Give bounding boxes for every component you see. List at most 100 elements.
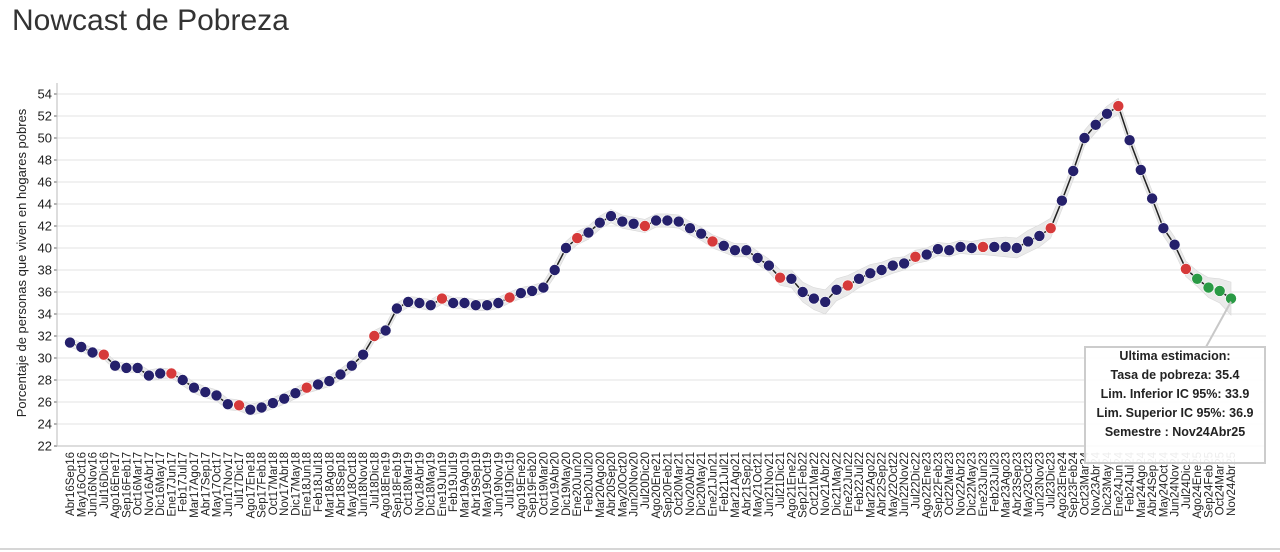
x-tick-label: Sep22Feb23	[933, 452, 945, 518]
data-point-Nov23Abr24	[1089, 119, 1102, 131]
x-tick-label: Feb20Jul20	[584, 452, 596, 512]
data-point-Oct21Mar22	[808, 292, 820, 305]
x-tick-label: Abr24Sep24	[1147, 451, 1159, 516]
data-point-Ago23Ene24	[1056, 194, 1068, 207]
data-point-Ene18Jun18	[300, 381, 313, 394]
x-tick-label: Jul19Dic19	[505, 452, 517, 509]
data-point-Jul21Dic21	[774, 271, 786, 284]
data-point-Abr19Sep19	[469, 299, 482, 312]
data-point-Jul19Dic19	[503, 291, 516, 304]
y-tick-label: 46	[38, 175, 52, 190]
x-tick-label: Ene22Jun22	[843, 452, 855, 517]
y-tick-label: 42	[38, 219, 52, 234]
data-point-Dic21May22	[830, 283, 843, 296]
data-point-Mar19Ago19	[458, 297, 471, 309]
x-tick-label: Oct20Mar21	[674, 452, 686, 515]
x-tick-label: Mar21Ago21	[730, 452, 742, 518]
data-point-Feb19Jul19	[447, 297, 460, 309]
x-tick-label: Nov19Abr20	[550, 452, 562, 516]
data-point-Sep18Feb19	[391, 302, 403, 315]
data-point-Jun19Nov19	[492, 297, 505, 309]
page-title: Nowcast de Pobreza	[12, 4, 289, 37]
data-point-Ago16Ene17	[109, 359, 121, 372]
x-tick-label: Sep19Feb20	[527, 452, 539, 518]
x-tick-label: Abr22Sep22	[877, 452, 889, 516]
x-tick-label: May19Oct19	[482, 452, 494, 517]
x-tick-label: Jun19Nov19	[493, 452, 505, 517]
data-point-Mar20Ago20	[593, 216, 606, 229]
data-point-Feb17Jul17	[176, 374, 189, 386]
y-tick-label: 24	[38, 417, 52, 432]
x-tick-label: Sep23Feb24	[1068, 451, 1080, 517]
x-tick-label: Nov16Abr17	[144, 452, 156, 516]
x-tick-label: Ene24Jun24	[1113, 451, 1125, 516]
data-point-Nov21Abr22	[819, 296, 832, 308]
y-tick-label: 54	[38, 87, 52, 102]
tooltip-row: Lim. Superior IC 95%: 36.9	[1097, 406, 1254, 420]
data-point-Mar24Ago24	[1135, 164, 1147, 176]
x-tick-label: Ago17Ene18	[245, 452, 257, 519]
data-point-Jun22Nov22	[898, 257, 910, 270]
data-point-Ene24Jun24	[1112, 100, 1125, 112]
data-point-Abr18Sep18	[334, 368, 347, 381]
x-tick-label: Feb21Jul21	[719, 452, 731, 512]
data-point-Abr16Sep16	[64, 336, 76, 349]
data-point-Ago20Ene21	[650, 214, 662, 227]
x-tick-label: Sep17Feb18	[257, 452, 269, 518]
y-tick-label: 48	[38, 153, 52, 168]
x-tick-label: Oct23Mar24	[1080, 451, 1092, 515]
y-tick-label: 32	[38, 329, 52, 344]
x-tick-label: Feb19Jul19	[448, 452, 460, 512]
data-point-Ene22Jun22	[841, 279, 854, 292]
x-tick-label: Nov23Abr24	[1091, 451, 1103, 516]
data-point-Sep19Feb20	[526, 285, 538, 297]
data-point-Feb23Jul23	[988, 241, 1001, 253]
x-tick-label: Abr20Sep20	[606, 452, 618, 516]
y-tick-label: 30	[38, 351, 52, 366]
data-point-May19Oct19	[481, 299, 493, 312]
x-tick-label: Feb18Jul18	[313, 452, 325, 512]
x-tick-label: Oct22Mar23	[944, 452, 956, 515]
y-tick-label: 40	[38, 241, 52, 256]
data-point-Dic18May19	[424, 299, 437, 312]
data-point-Dic20May21	[695, 227, 708, 240]
data-point-Ene21Jun21	[706, 235, 719, 248]
data-point-Dic19May20	[560, 242, 572, 254]
data-point-Ene23Jun23	[977, 241, 989, 253]
x-tick-label: Mar19Ago19	[460, 452, 472, 518]
x-tick-label: Jun24Nov24	[1170, 451, 1182, 516]
data-point-Feb21Jul21	[717, 240, 730, 252]
bottom-divider	[0, 548, 1280, 550]
x-tick-label: Abr21Sep21	[741, 452, 753, 516]
data-point-Oct20Mar21	[672, 215, 685, 228]
data-point-Sep17Feb18	[255, 401, 268, 414]
data-point-Sep20Feb21	[661, 214, 674, 227]
x-tick-label: Jul24Dic24	[1181, 451, 1193, 508]
y-axis-label: Porcentaje de personas que viven en hoga…	[14, 108, 29, 417]
x-tick-label: Nov22Abr23	[956, 452, 968, 516]
data-point-Ene17Jun17	[165, 367, 178, 380]
data-point-Jul22Dic22	[909, 250, 922, 263]
tooltip-row: Semestre : Nov24Abr25	[1105, 425, 1245, 439]
x-tick-label: May16Oct16	[76, 452, 88, 517]
x-tick-label: Jun18Nov18	[358, 452, 370, 517]
data-point-Feb24Jul24	[1123, 134, 1136, 146]
x-tick-label: Dic17May18	[290, 452, 302, 516]
data-point-Ago22Ene23	[920, 248, 933, 261]
y-tick-label: 38	[38, 263, 52, 278]
data-point-Feb22Jul22	[853, 272, 865, 285]
data-point-Ago17Ene18	[244, 403, 257, 416]
data-point-Nov22Abr23	[954, 241, 967, 253]
tooltip-row: Lim. Inferior IC 95%: 33.9	[1101, 387, 1250, 401]
x-tick-label: Abr23Sep23	[1012, 452, 1024, 516]
x-tick-label: Dic22May23	[967, 452, 979, 516]
x-tick-label: May24Oct24	[1158, 451, 1170, 517]
x-tick-label: Sep20Feb21	[662, 452, 674, 518]
x-tick-label: Nov17Abr18	[279, 452, 291, 516]
y-tick-label: 28	[38, 373, 52, 388]
x-tick-label: Jul18Dic18	[369, 452, 381, 509]
series-line-path	[69, 104, 1232, 411]
x-tick-label: Jul17Dic17	[234, 452, 246, 509]
x-tick-label: Ene17Jun17	[166, 452, 178, 517]
